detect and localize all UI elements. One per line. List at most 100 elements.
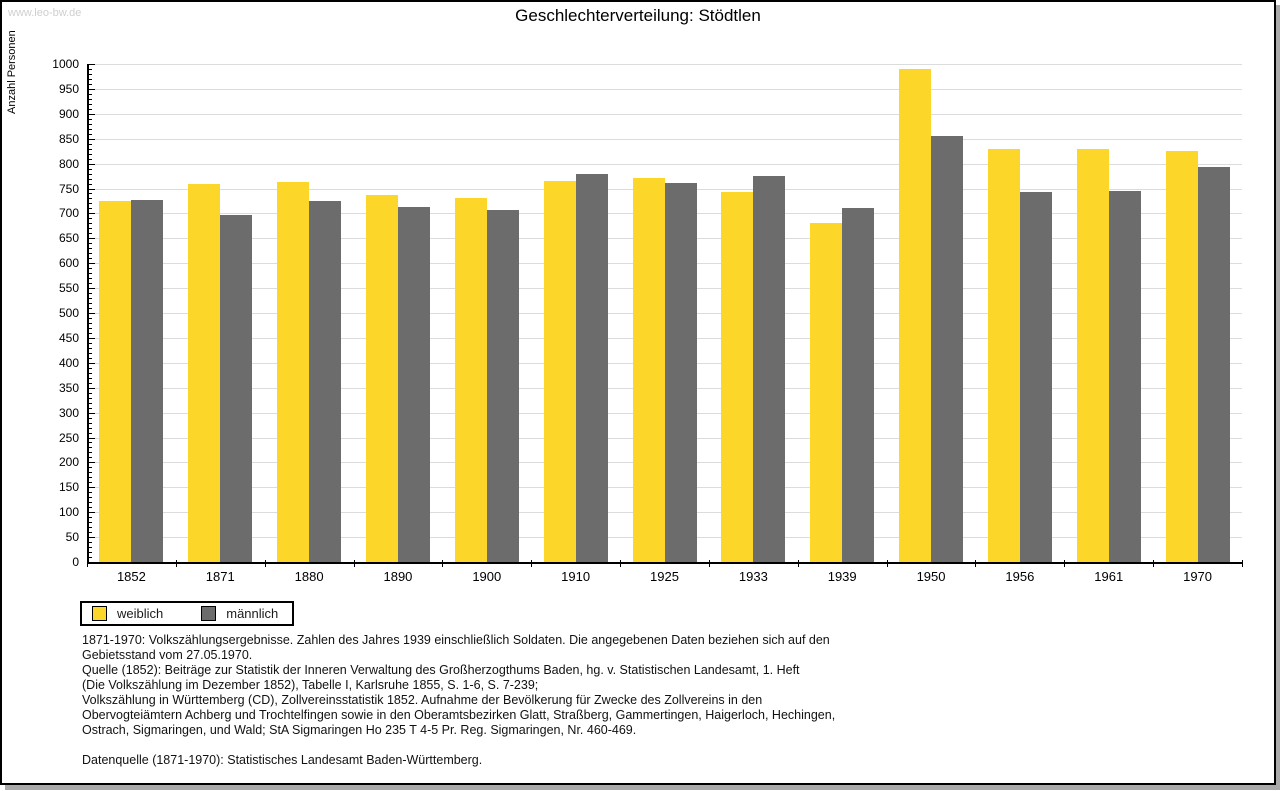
bar-weiblich-1961 [1076,149,1109,562]
y-minor-tick [89,392,92,394]
y-major-tick [89,462,95,464]
y-major-tick [89,188,95,190]
y-gridline [87,88,1242,90]
bar-männlich-1950 [931,136,964,562]
y-tick-label: 100 [58,505,79,520]
y-minor-tick [89,83,92,85]
y-minor-tick [89,342,92,344]
y-minor-tick [89,527,92,529]
y-tick-label: 250 [58,430,79,445]
footnote-line: Volkszählung in Württemberg (CD), Zollve… [82,693,763,707]
bar-weiblich-1852 [99,201,132,562]
y-minor-tick [89,273,92,275]
y-tick-label: 450 [58,330,79,345]
bar-weiblich-1900 [454,198,487,562]
x-tick-label: 1950 [916,569,946,584]
y-minor-tick [89,382,92,384]
legend-label: weiblich [117,606,164,621]
legend-swatch-männlich [201,606,217,621]
y-axis-line [87,64,89,564]
y-minor-tick [89,123,92,125]
y-minor-tick [89,522,92,524]
y-minor-tick [89,108,92,110]
legend: weiblich männlich [80,601,295,626]
x-tick-label: 1933 [738,569,768,584]
y-major-tick [89,313,95,314]
y-major-tick [89,412,95,414]
y-minor-tick [89,377,92,379]
y-minor-tick [89,477,92,479]
y-minor-tick [89,73,92,75]
y-gridline [87,138,1242,140]
bar-männlich-1910 [575,173,608,562]
y-minor-tick [89,308,92,310]
bar-weiblich-1880 [277,181,310,562]
y-minor-tick [89,332,92,334]
footnotes: 1871-1970: Volkszählungsergebnisse. Zahl… [82,633,835,768]
y-minor-tick [89,367,92,369]
y-tick-label: 700 [58,206,79,221]
y-major-tick [89,387,95,389]
footnote-line: (Die Volkszählung im Dezember 1852), Tab… [82,678,539,692]
y-minor-tick [89,78,92,80]
y-minor-tick [89,228,92,230]
y-minor-tick [89,457,92,459]
y-gridline [87,113,1242,115]
y-minor-tick [89,432,92,434]
bar-weiblich-1871 [188,183,221,562]
y-minor-tick [89,98,92,100]
x-tick-label: 1970 [1183,569,1213,584]
y-major-tick [89,64,95,65]
y-minor-tick [89,497,92,499]
legend-label: männlich [226,606,279,621]
y-minor-tick [89,352,92,354]
y-minor-tick [89,248,92,250]
y-tick-label: 550 [58,281,79,296]
x-tick-label: 1900 [472,569,502,584]
x-tick-label: 1910 [561,569,591,584]
y-minor-tick [89,417,92,419]
bar-männlich-1956 [1019,192,1052,562]
y-tick-label: 200 [58,455,79,470]
y-minor-tick [89,118,92,120]
y-minor-tick [89,532,92,534]
y-major-tick [89,437,95,439]
bar-weiblich-1910 [543,181,576,562]
y-minor-tick [89,467,92,469]
y-minor-tick [89,283,92,285]
y-minor-tick [89,178,92,180]
footnote-line: 1871-1970: Volkszählungsergebnisse. Zahl… [82,633,830,647]
bar-männlich-1933 [753,176,786,562]
y-minor-tick [89,472,92,474]
y-minor-tick [89,223,92,225]
y-major-tick [89,138,95,140]
y-tick-label: 500 [58,306,79,320]
legend-item-weiblich: weiblich [92,606,163,621]
y-minor-tick [89,143,92,145]
y-tick-label: 850 [58,131,79,146]
y-minor-tick [89,327,92,329]
y-minor-tick [89,427,92,429]
y-minor-tick [89,492,92,494]
y-minor-tick [89,243,92,245]
y-major-tick [89,288,95,290]
bar-weiblich-1925 [632,177,665,562]
bar-männlich-1970 [1197,166,1230,562]
legend-item-männlich: männlich [201,606,278,621]
y-minor-tick [89,422,92,424]
y-minor-tick [89,507,92,509]
chart-title: Geschlechterverteilung: Stödtlen [515,6,761,25]
y-minor-tick [89,153,92,155]
y-minor-tick [89,173,92,175]
bar-weiblich-1970 [1165,150,1198,562]
y-minor-tick [89,148,92,150]
bar-männlich-1900 [486,210,519,562]
y-tick-label: 600 [58,256,79,271]
x-tick-label: 1956 [1005,569,1035,584]
bar-männlich-1890 [397,207,430,562]
y-tick-label: 650 [58,231,79,246]
x-tick-label: 1871 [205,569,235,584]
y-minor-tick [89,407,92,409]
footnote-line: Datenquelle (1871-1970): Statistisches L… [82,753,483,767]
